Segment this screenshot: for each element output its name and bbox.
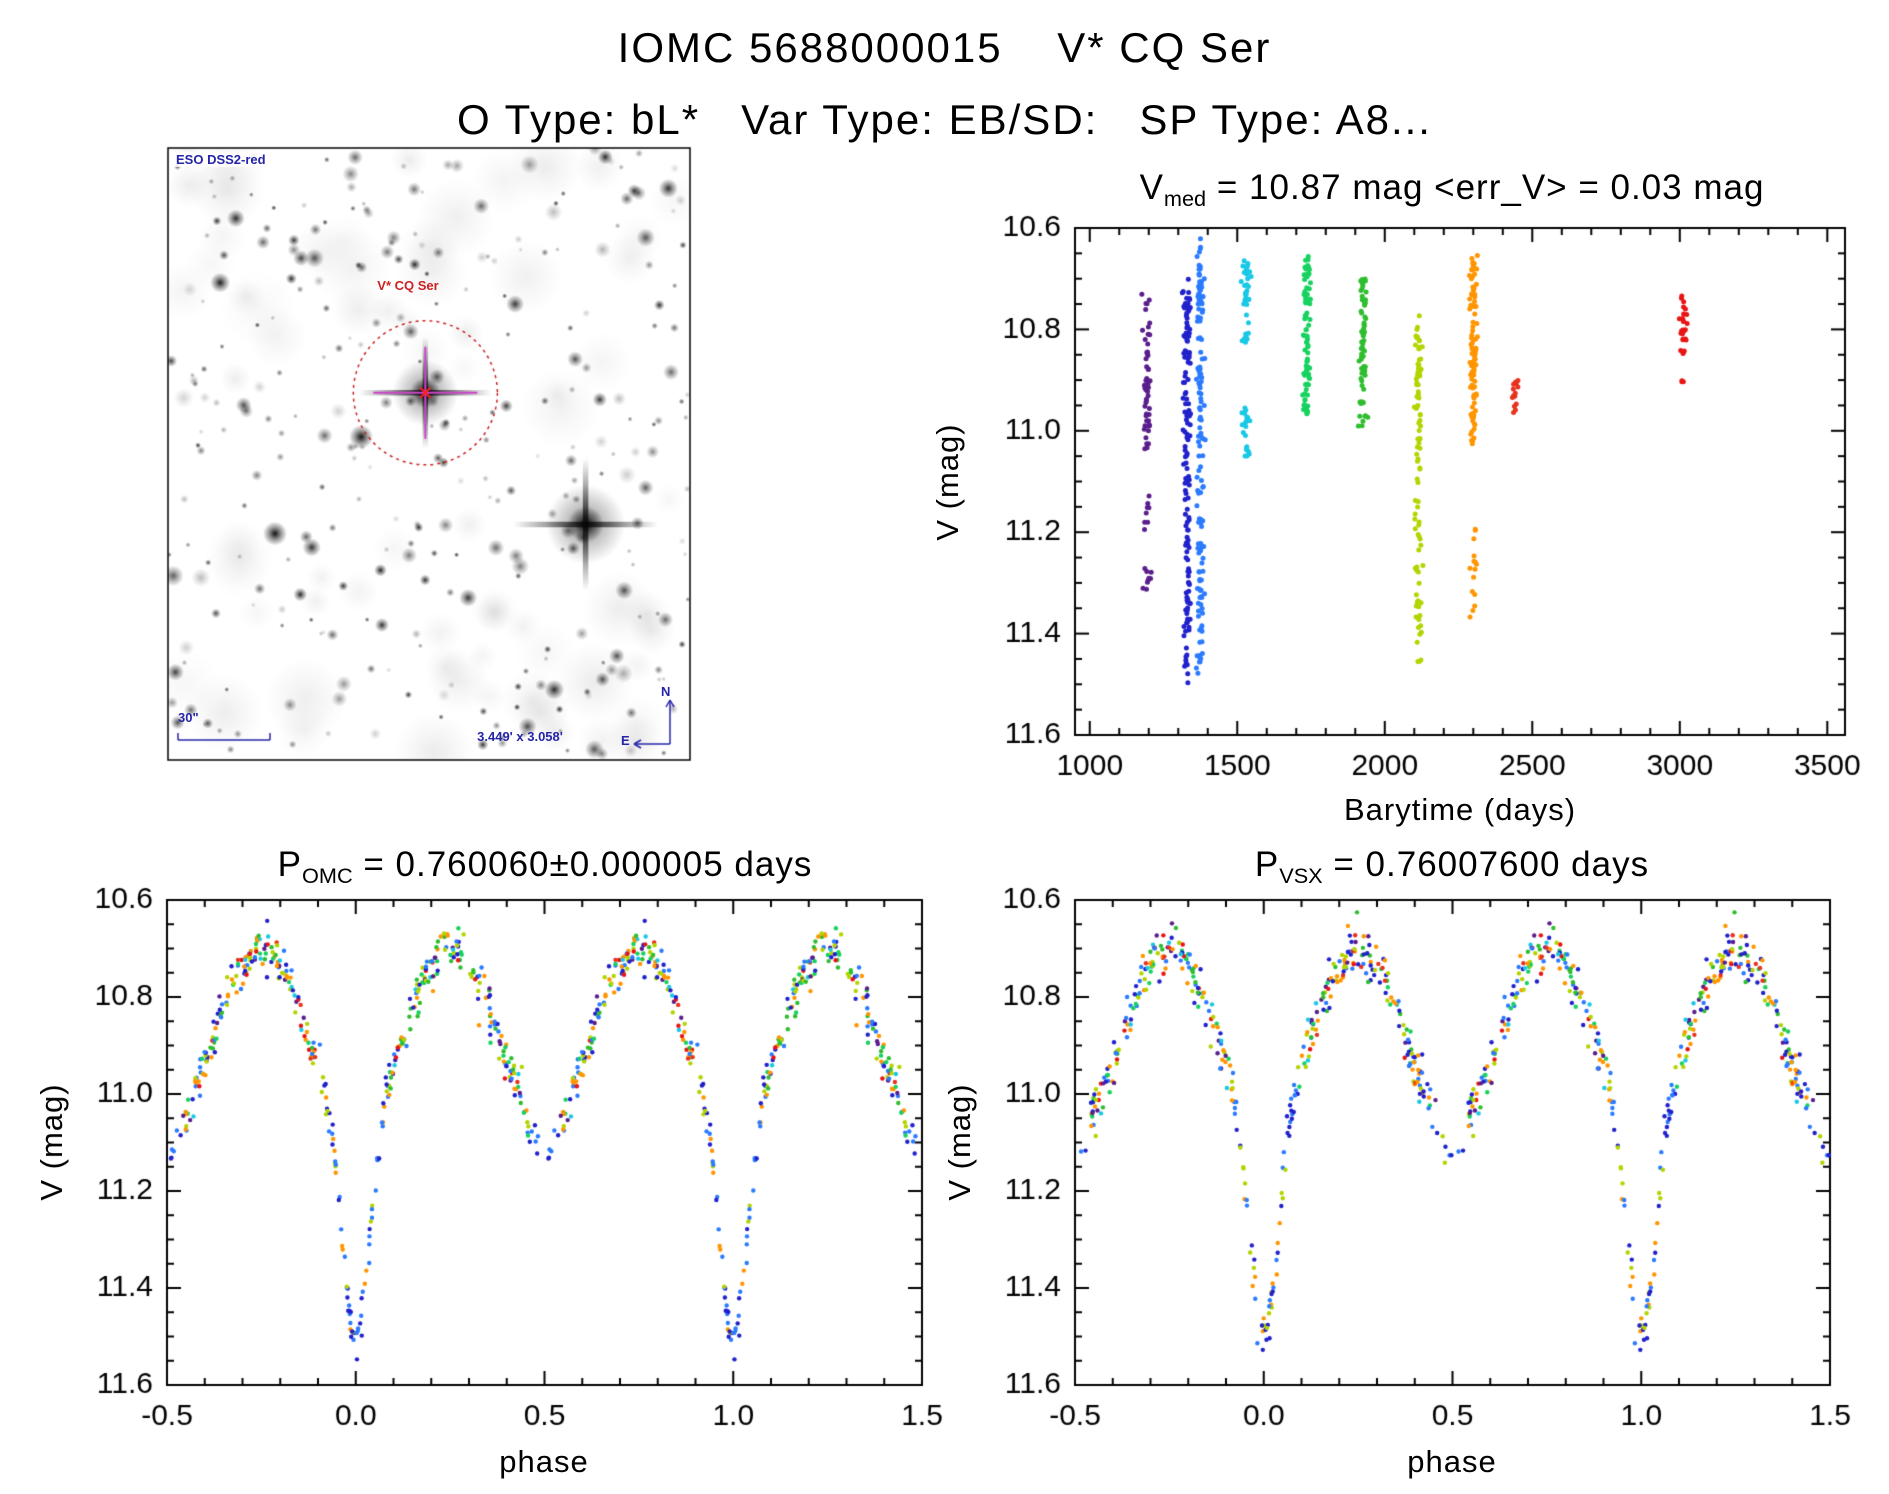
- barytime-x-axis-label: Barytime (days): [1343, 792, 1577, 827]
- vsx-y-axis-label: V (mag): [942, 1083, 977, 1201]
- barytime-title-subscript: med: [1163, 185, 1207, 211]
- page-subtitle: O Type: bL* Var Type: EB/SD: SP Type: A8…: [457, 96, 1432, 143]
- finder-scale-label: 30": [178, 710, 199, 725]
- barytime-plot-title: Vmed = 10.87 mag <err_V> = 0.03 mag: [1140, 168, 1765, 212]
- finder-fov-label: 3.449' x 3.058': [477, 729, 563, 744]
- vsx-plot-title: PVSX = 0.76007600 days: [1255, 845, 1649, 889]
- omc-plot-title: POMC = 0.760060±0.000005 days: [278, 845, 813, 889]
- finder-compass-north-label: N: [661, 684, 671, 699]
- vsx-title-rest: = 0.76007600 days: [1322, 845, 1650, 884]
- omc-title-prefix: P: [277, 845, 303, 884]
- barytime-title-prefix: V: [1139, 168, 1164, 207]
- omc-x-axis-label: phase: [499, 1444, 589, 1479]
- vsx-title-prefix: P: [1254, 845, 1280, 884]
- omc-y-axis-label: V (mag): [34, 1083, 69, 1201]
- finder-compass-east-label: E: [621, 733, 630, 748]
- finder-survey-label: ESO DSS2-red: [173, 152, 269, 167]
- barytime-y-axis-label: V (mag): [930, 423, 965, 541]
- omc-title-subscript: OMC: [302, 862, 353, 888]
- omc-title-rest: = 0.760060±0.000005 days: [352, 845, 813, 884]
- vsx-x-axis-label: phase: [1407, 1444, 1497, 1479]
- page-title: IOMC 5688000015 V* CQ Ser: [617, 24, 1272, 71]
- finder-target-label: V* CQ Ser: [377, 278, 439, 293]
- vsx-title-subscript: VSX: [1279, 862, 1323, 888]
- barytime-title-rest: = 10.87 mag <err_V> = 0.03 mag: [1206, 168, 1765, 207]
